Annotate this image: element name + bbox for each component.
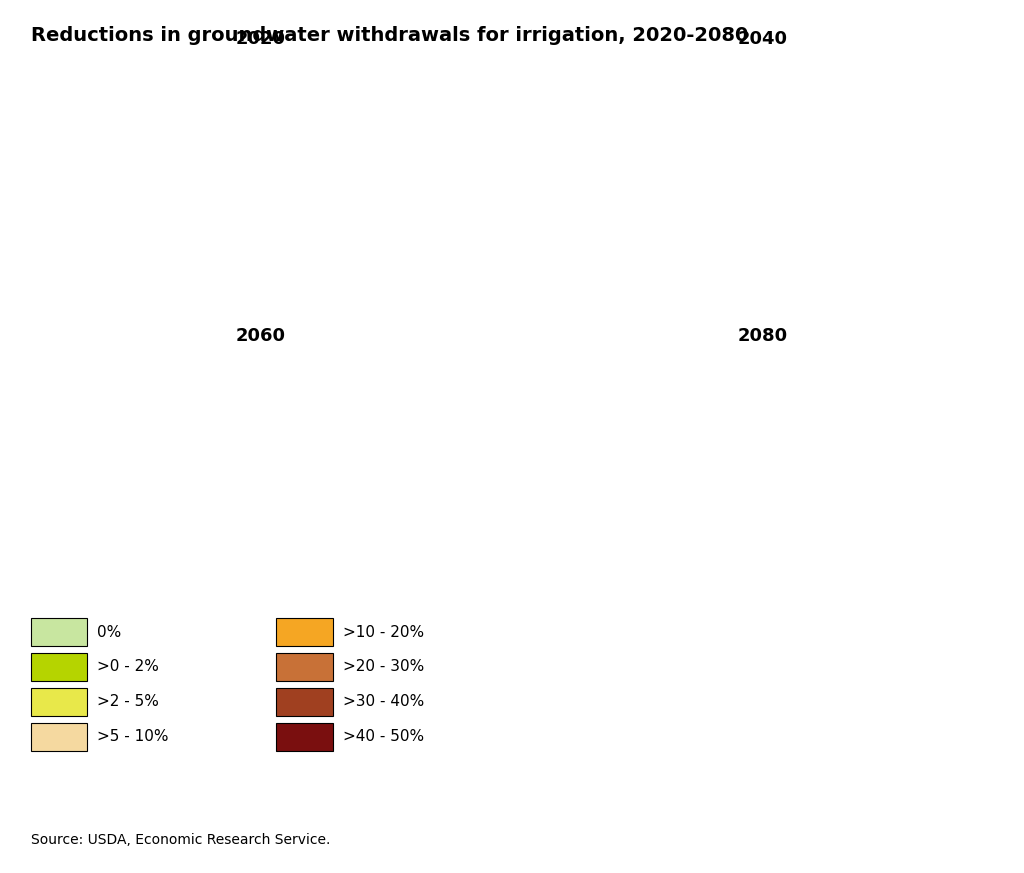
Title: 2020: 2020 bbox=[237, 30, 286, 48]
Text: >5 - 10%: >5 - 10% bbox=[97, 729, 169, 745]
Text: >10 - 20%: >10 - 20% bbox=[343, 624, 424, 640]
Text: >40 - 50%: >40 - 50% bbox=[343, 729, 424, 745]
Text: >2 - 5%: >2 - 5% bbox=[97, 694, 159, 710]
Text: 0%: 0% bbox=[97, 624, 122, 640]
Title: 2060: 2060 bbox=[237, 327, 286, 345]
Title: 2040: 2040 bbox=[738, 30, 787, 48]
Text: >20 - 30%: >20 - 30% bbox=[343, 659, 424, 675]
Text: >0 - 2%: >0 - 2% bbox=[97, 659, 159, 675]
Title: 2080: 2080 bbox=[738, 327, 787, 345]
Text: >30 - 40%: >30 - 40% bbox=[343, 694, 424, 710]
Text: Source: USDA, Economic Research Service.: Source: USDA, Economic Research Service. bbox=[31, 833, 330, 847]
Text: Reductions in groundwater withdrawals for irrigation, 2020-2080: Reductions in groundwater withdrawals fo… bbox=[31, 26, 749, 45]
